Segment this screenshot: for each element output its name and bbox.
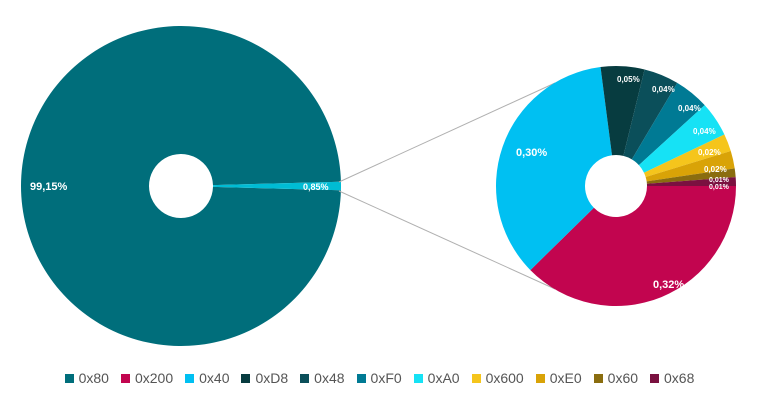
breakout-slice-0xf0 <box>631 82 705 166</box>
legend-item-0xf0: 0xF0 <box>356 370 402 386</box>
legend-item-0x48: 0x48 <box>300 370 345 386</box>
legend-swatch <box>593 373 603 383</box>
legend-label: 0x68 <box>664 370 695 386</box>
main-slice-other <box>212 181 341 191</box>
breakout-label-0xf0: 0,04% <box>678 104 701 113</box>
breakout-slice-0x600 <box>644 134 731 177</box>
legend-item-0x80: 0x80 <box>64 370 109 386</box>
legend-swatch <box>185 373 195 383</box>
legend-label: 0xA0 <box>427 370 460 386</box>
connector-line-top <box>338 82 556 183</box>
breakout-slice-0x60 <box>646 168 736 184</box>
breakout-pie: 0,32% 0,30% 0,05% 0,04% 0,04% 0,04% 0,02% 0,02%… <box>495 66 736 307</box>
main-label-other: 0,85% <box>303 182 329 192</box>
breakout-label-0x48: 0,04% <box>652 85 675 94</box>
breakout-slice-0x40 <box>495 67 613 271</box>
breakout-label-0x600: 0,02% <box>698 148 721 157</box>
legend-label: 0x60 <box>607 370 639 386</box>
legend-swatch <box>64 373 74 383</box>
legend-swatch <box>300 373 310 383</box>
legend-label: 0x48 <box>314 370 345 386</box>
breakout-label-0x68: 0,01% <box>709 184 730 191</box>
legend-item-0xa0: 0xA0 <box>413 370 460 386</box>
main-label-0x80: 99,15% <box>30 181 68 193</box>
legend-item-0x600: 0x600 <box>471 370 524 386</box>
breakout-slice-0x200 <box>530 186 736 307</box>
legend-item-0x68: 0x68 <box>650 370 694 386</box>
breakout-label-0xd8: 0,05% <box>617 75 640 84</box>
chart-legend: 0x80 0x200 0x40 0xD8 0x48 0xF0 0xA0 0x600 0xE0 0x… <box>0 370 759 386</box>
breakout-slice-0x68 <box>646 177 736 186</box>
breakout-slice-0xd8 <box>600 66 645 156</box>
legend-item-0x60: 0x60 <box>593 370 639 386</box>
legend-swatch <box>356 373 366 383</box>
legend-item-0x200: 0x200 <box>120 370 174 386</box>
legend-label: 0x200 <box>134 370 174 386</box>
legend-swatch <box>413 373 423 383</box>
legend-label: 0xF0 <box>370 370 402 386</box>
legend-label: 0x600 <box>485 370 524 386</box>
legend-label: 0xD8 <box>255 370 289 386</box>
legend-swatch <box>471 373 481 383</box>
legend-item-0x40: 0x40 <box>185 370 229 386</box>
legend-item-0xe0: 0xE0 <box>535 370 582 386</box>
breakout-slice-0xa0 <box>638 105 725 173</box>
legend-swatch <box>241 373 251 383</box>
legend-item-0xd8: 0xD8 <box>241 370 288 386</box>
breakout-label-0xa0: 0,04% <box>693 127 716 136</box>
connector-lines <box>338 82 556 290</box>
legend-label: 0xE0 <box>549 370 582 386</box>
breakout-label-0x200: 0,32% <box>653 279 684 291</box>
legend-label: 0x80 <box>78 370 109 386</box>
legend-swatch <box>535 373 545 383</box>
legend-swatch <box>650 373 660 383</box>
breakout-slice-0x48 <box>623 69 678 160</box>
breakout-label-0x60: 0,01% <box>709 177 730 184</box>
main-pie: 99,15% 0,85% <box>20 26 341 347</box>
legend-swatch <box>120 373 130 383</box>
breakout-label-0xe0: 0,02% <box>704 165 727 174</box>
breakout-label-0x40: 0,30% <box>516 147 547 159</box>
legend-label: 0x40 <box>199 370 230 386</box>
connector-line-bottom <box>338 190 556 290</box>
breakout-slice-0xe0 <box>645 151 735 182</box>
main-slice-0x80 <box>20 26 341 347</box>
